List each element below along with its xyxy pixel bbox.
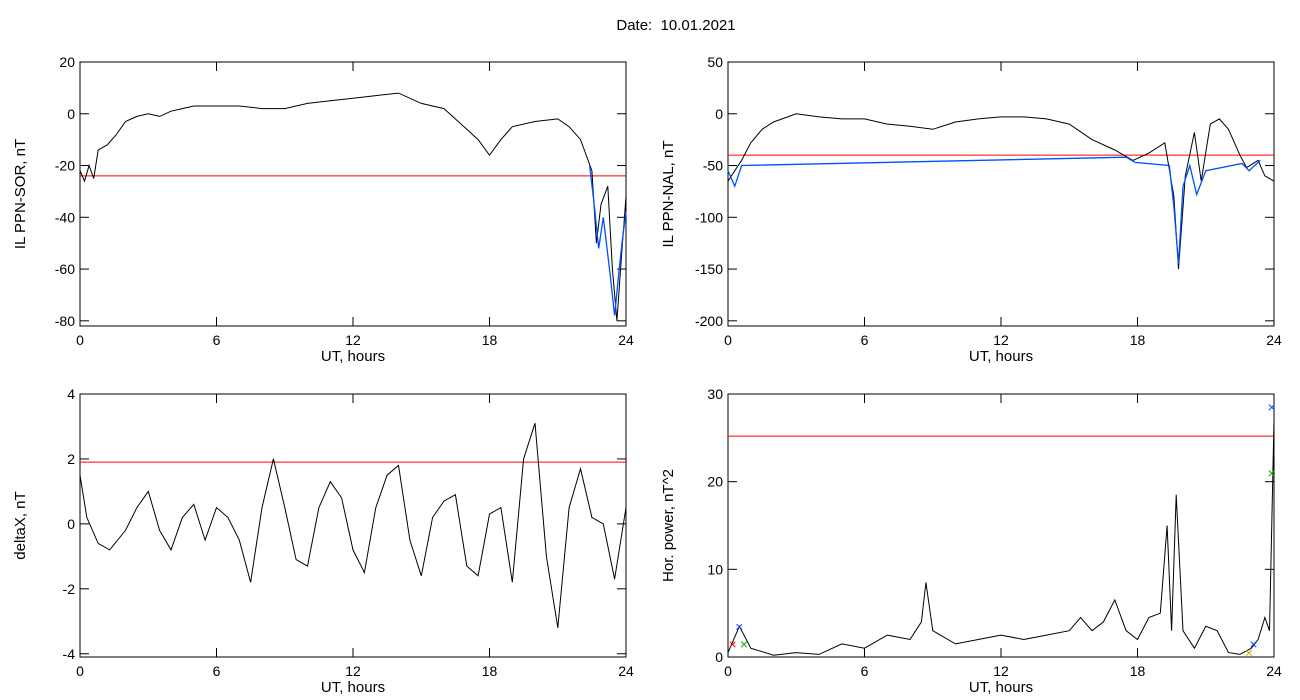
y-tick-label: 0 — [67, 516, 75, 532]
y-tick-label: -20 — [55, 158, 75, 174]
y-axis-label: IL PPN-NAL, nT — [660, 141, 677, 248]
page-title: Date: 10.01.2021 — [616, 17, 736, 34]
y-axis-label: deltaX, nT — [12, 491, 29, 559]
y-tick-label: -200 — [695, 313, 723, 329]
y-tick-label: 2 — [67, 451, 75, 467]
y-tick-label: 0 — [715, 106, 723, 122]
x-tick-label: 24 — [618, 332, 634, 348]
x-tick-label: 6 — [861, 332, 869, 348]
x-tick-label: 18 — [482, 332, 498, 348]
x-tick-label: 18 — [1130, 663, 1146, 679]
y-axis-label: Hor. power, nT^2 — [660, 469, 677, 582]
x-tick-label: 18 — [1130, 332, 1146, 348]
x-tick-label: 12 — [993, 663, 1009, 679]
y-tick-label: 0 — [715, 649, 723, 665]
marker-point: × — [728, 636, 736, 652]
plot-frame — [727, 393, 1275, 658]
x-tick-label: 0 — [724, 663, 732, 679]
panel-hor-power: 0 6 12 18 24 0 10 20 30 UT, hours Hor. power, nT^2… — [660, 386, 1282, 696]
marker-point: × — [740, 636, 748, 652]
y-tick-label: 50 — [707, 54, 723, 70]
y-tick-label: 20 — [59, 54, 75, 70]
y-tick-label: 20 — [707, 474, 723, 490]
plot-frame — [79, 61, 627, 327]
y-tick-label: -50 — [703, 158, 723, 174]
x-tick-label: 12 — [345, 332, 361, 348]
y-tick-label: 10 — [707, 561, 723, 577]
x-tick-label: 24 — [1266, 663, 1282, 679]
marker-point: × — [1268, 465, 1276, 481]
y-tick-label: 4 — [67, 386, 75, 402]
x-tick-label: 24 — [618, 663, 634, 679]
x-tick-label: 12 — [345, 663, 361, 679]
series-line — [79, 92, 627, 321]
panel-il-ppn-sor: 0 6 12 18 24 -80 -60 -40 -20 0 20 UT, hours IL PPN-S… — [12, 54, 634, 365]
y-tick-label: 0 — [67, 106, 75, 122]
y-tick-label: -4 — [63, 646, 76, 662]
y-tick-label: -100 — [695, 209, 723, 225]
series-line — [79, 423, 627, 628]
x-tick-label: 18 — [482, 663, 498, 679]
highlight-line — [727, 156, 1261, 264]
x-tick-label: 6 — [861, 663, 869, 679]
x-tick-label: 6 — [213, 332, 221, 348]
y-tick-label: -60 — [55, 261, 75, 277]
marker-point: × — [735, 618, 743, 634]
y-tick-label: -40 — [55, 209, 75, 225]
y-tick-label: 30 — [707, 386, 723, 402]
y-tick-label: -80 — [55, 313, 75, 329]
y-tick-label: -150 — [695, 261, 723, 277]
x-axis-label: UT, hours — [969, 679, 1033, 696]
plot-frame — [727, 61, 1275, 327]
x-tick-label: 0 — [76, 332, 84, 348]
y-axis-label: IL PPN-SOR, nT — [12, 139, 29, 249]
x-tick-label: 24 — [1266, 332, 1282, 348]
x-axis-label: UT, hours — [321, 348, 385, 365]
highlight-line — [588, 165, 627, 316]
x-tick-label: 6 — [213, 663, 221, 679]
series-line — [727, 420, 1275, 656]
y-tick-label: -2 — [63, 581, 76, 597]
x-tick-label: 12 — [993, 332, 1009, 348]
marker-point: × — [1249, 636, 1257, 652]
series-line — [727, 113, 1275, 270]
marker-point: × — [1268, 399, 1276, 415]
x-axis-label: UT, hours — [321, 679, 385, 696]
marker-point: × — [1245, 645, 1253, 661]
x-tick-label: 0 — [724, 332, 732, 348]
panel-il-ppn-nal: 0 6 12 18 24 -200 -150 -100 -50 0 50 UT, hours IL PP… — [660, 54, 1282, 365]
x-tick-label: 0 — [76, 663, 84, 679]
x-axis-label: UT, hours — [969, 348, 1033, 365]
